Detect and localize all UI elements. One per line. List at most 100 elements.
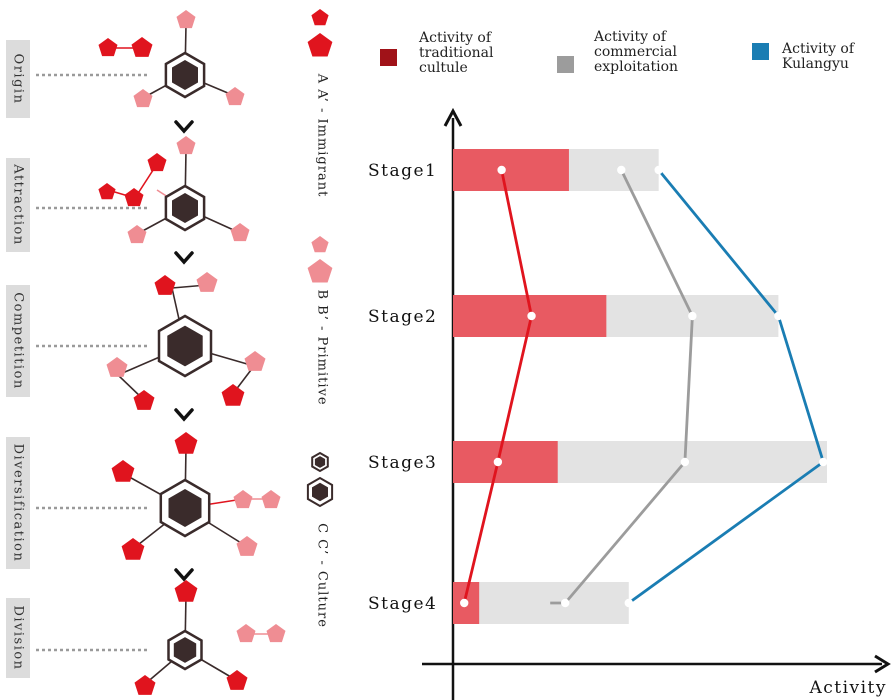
data-point bbox=[774, 311, 783, 321]
data-point bbox=[624, 598, 633, 608]
primitive-pentagon-icon bbox=[236, 536, 258, 556]
data-point bbox=[654, 165, 663, 175]
bar-total-stage4 bbox=[453, 582, 629, 624]
data-point bbox=[493, 457, 503, 467]
immigrant-pentagon-icon bbox=[174, 432, 198, 454]
immigrant-pentagon-icon bbox=[226, 670, 248, 690]
primitive-pentagon-icon bbox=[225, 87, 245, 106]
culture-hexagon-icon bbox=[167, 325, 203, 367]
legend-label-line: commercial bbox=[594, 44, 677, 60]
line-commercial bbox=[550, 169, 694, 605]
immigrant-pentagon-icon bbox=[121, 538, 145, 560]
primitive-pentagon-icon bbox=[106, 357, 128, 377]
stage-tab-label: Attraction bbox=[10, 164, 26, 246]
primitive-pentagon-icon bbox=[236, 624, 256, 643]
primitive-pentagon-icon bbox=[233, 490, 253, 509]
evolution-diagram-graphic bbox=[36, 10, 286, 695]
data-point bbox=[688, 311, 697, 321]
culture-hexagon-icon bbox=[172, 193, 198, 223]
stage-tab-origin: Origin bbox=[6, 40, 30, 118]
key-icons bbox=[306, 9, 334, 508]
key-pentagon-icon bbox=[307, 33, 333, 57]
stage-tab-label: Origin bbox=[10, 53, 26, 105]
stage-tab-label: Competition bbox=[10, 292, 26, 390]
category-label: Stage4 bbox=[368, 594, 437, 614]
activity-chart-panel: Activity of traditional cultule Activity of… bbox=[360, 0, 891, 700]
culture-hexagon-icon bbox=[173, 637, 197, 663]
legend-label-line: Activity of bbox=[782, 41, 855, 57]
key-hexagon-icon bbox=[314, 456, 326, 468]
legend-swatch-commercial bbox=[557, 56, 574, 73]
primitive-pentagon-icon bbox=[230, 223, 250, 242]
y-axis-arrow-icon bbox=[443, 107, 463, 127]
legend-label-line: Kulangyu bbox=[782, 56, 849, 72]
culture-hexagon-icon bbox=[172, 60, 198, 90]
category-label: Stage1 bbox=[368, 161, 437, 181]
arrow-down-icon bbox=[174, 120, 194, 134]
evolution-diagram: Origin Attraction Competition Diversificati… bbox=[0, 0, 360, 700]
data-point bbox=[819, 457, 828, 467]
data-point bbox=[561, 598, 570, 608]
primitive-pentagon-icon bbox=[176, 136, 196, 155]
data-point bbox=[497, 165, 506, 175]
line-kulangyu bbox=[627, 169, 825, 605]
key-pentagon-icon bbox=[311, 236, 329, 253]
data-point bbox=[617, 165, 626, 175]
primitive-pentagon-icon bbox=[196, 272, 218, 292]
stage-tab-competition: Competition bbox=[6, 285, 30, 397]
legend-label-commercial: Activity of commercial exploitation bbox=[594, 30, 678, 75]
arrow-down-icon bbox=[174, 568, 194, 582]
primitive-pentagon-icon bbox=[127, 225, 147, 244]
legend-label-traditional: Activity of traditional cultule bbox=[419, 31, 493, 76]
category-label: Stage2 bbox=[368, 307, 437, 327]
stage-tab-diversification: Diversification bbox=[6, 437, 30, 569]
key-hexagon-icon bbox=[312, 482, 328, 502]
immigrant-pentagon-icon bbox=[174, 580, 198, 602]
primitive-pentagon-icon bbox=[261, 490, 281, 509]
culture-hexagon-icon bbox=[168, 489, 202, 527]
activity-chart: Activity Stage1 Stage2 Stage3 Stage4 bbox=[368, 107, 891, 700]
key-pentagon-icon bbox=[311, 9, 329, 26]
key-pentagon-icon bbox=[307, 259, 333, 283]
legend-label-kulangyu: Activity of Kulangyu bbox=[782, 42, 854, 72]
immigrant-pentagon-icon bbox=[133, 390, 155, 410]
primitive-pentagon-icon bbox=[244, 351, 266, 371]
legend-label-line: Activity of bbox=[594, 29, 667, 45]
arrow-down-icon bbox=[174, 251, 194, 265]
immigrant-pentagon-icon bbox=[221, 384, 245, 406]
primitive-pentagon-icon bbox=[266, 624, 286, 643]
stage-tab-label: Diversification bbox=[10, 443, 26, 563]
key-culture-label: C C’ - Culture bbox=[314, 523, 330, 628]
x-axis-arrow-icon bbox=[874, 654, 891, 674]
arrow-down-icon bbox=[174, 408, 194, 422]
legend-label-line: Activity of bbox=[419, 30, 492, 46]
immigrant-pentagon-icon bbox=[154, 275, 176, 295]
data-point bbox=[680, 457, 690, 467]
bar-traditional-stage1 bbox=[453, 149, 569, 191]
line-traditional bbox=[462, 169, 533, 604]
immigrant-pentagon-icon bbox=[98, 38, 118, 57]
primitive-pentagon-icon bbox=[176, 10, 196, 29]
bar-traditional-stage3 bbox=[453, 441, 558, 483]
stage-tab-attraction: Attraction bbox=[6, 158, 30, 252]
key-primitive-label: B B’ - Primitive bbox=[314, 289, 330, 406]
stage-tab-label: Division bbox=[10, 605, 26, 671]
legend-label-line: cultule bbox=[419, 60, 468, 76]
immigrant-pentagon-icon bbox=[124, 188, 144, 207]
immigrant-pentagon-icon bbox=[147, 153, 167, 172]
legend-label-line: traditional bbox=[419, 45, 494, 61]
legend-swatch-kulangyu bbox=[752, 43, 769, 60]
key-immigrant-label: A A’ - Immigrant bbox=[314, 73, 330, 198]
immigrant-pentagon-icon bbox=[111, 460, 135, 482]
x-axis-label: Activity bbox=[808, 678, 887, 698]
category-label: Stage3 bbox=[368, 453, 437, 473]
primitive-pentagon-icon bbox=[133, 89, 153, 108]
legend-swatch-traditional bbox=[380, 49, 397, 66]
immigrant-pentagon-icon bbox=[98, 183, 116, 200]
immigrant-pentagon-icon bbox=[131, 37, 153, 57]
stage-tab-division: Division bbox=[6, 598, 30, 678]
diagram-key: A A’ - Immigrant B B’ - Primitive C C’ -… bbox=[302, 0, 342, 700]
data-point bbox=[460, 598, 469, 608]
immigrant-pentagon-icon bbox=[134, 675, 156, 695]
data-point bbox=[527, 311, 536, 321]
